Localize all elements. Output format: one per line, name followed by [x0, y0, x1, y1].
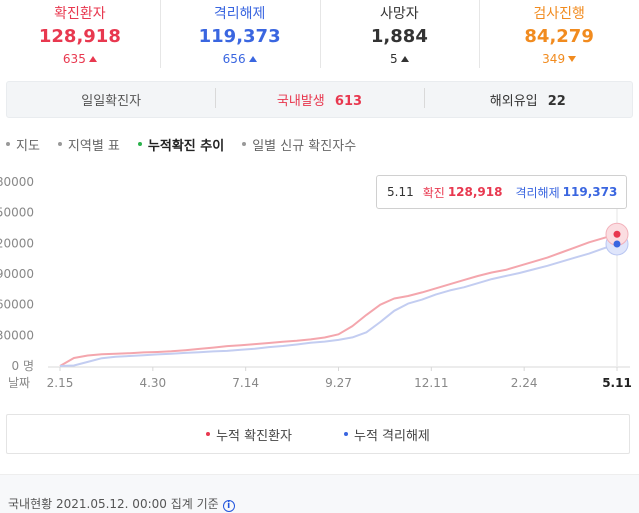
- y-tick-label: 180000: [0, 175, 34, 189]
- domestic-value: 613: [334, 94, 363, 109]
- bullet-icon: [6, 142, 10, 146]
- y-tick-label: 120000: [0, 236, 34, 250]
- y-tick-label: 30000: [0, 328, 34, 342]
- stat-testing-value: 84,279: [524, 26, 594, 47]
- stat-deaths: 사망자 1,884 5: [319, 0, 480, 72]
- stat-confirmed-delta: 635: [0, 50, 160, 68]
- chart-legend: 누적 확진환자 누적 격리해제: [6, 414, 630, 454]
- released-line: [59, 243, 618, 367]
- arrow-up-icon: [400, 56, 409, 62]
- tooltip-confirmed-label: 확진: [422, 185, 445, 200]
- stat-released-label: 격리해제: [213, 6, 266, 22]
- x-tick-label: 4.30: [139, 376, 166, 390]
- stat-released-value: 119,373: [198, 26, 281, 47]
- legend-dot-icon: [206, 432, 211, 436]
- chart-tooltip: 5.11 확진 128,918 격리해제 119,373: [376, 175, 627, 209]
- daily-domestic: 국내발생 613: [215, 88, 423, 109]
- tab-region-table[interactable]: 지역별 표: [57, 134, 120, 154]
- bullet-icon: [242, 142, 247, 146]
- tab-daily-new[interactable]: 일별 신규 확진자수: [242, 134, 356, 154]
- stat-confirmed: 확진환자 128,918 635: [0, 0, 160, 72]
- cumulative-chart[interactable]: 0 명 30000 60000 90000 120000 150000 180000 날짜 2.…: [0, 166, 639, 398]
- legend-dot-icon: [344, 432, 348, 436]
- tooltip-released-value: 119,373: [562, 185, 618, 199]
- x-tick-label: 7.14: [232, 376, 259, 390]
- tooltip-confirmed-value: 128,918: [447, 185, 503, 199]
- daily-title: 일일확진자: [81, 94, 142, 109]
- daily-overseas: 해외유입 22: [423, 88, 632, 109]
- x-tick-label: 12.11: [414, 376, 448, 390]
- tab-map[interactable]: 지도: [6, 134, 40, 154]
- domestic-label: 국내발생: [276, 94, 325, 109]
- legend-confirmed[interactable]: 누적 확진환자: [206, 425, 292, 444]
- daily-confirmed-bar: 일일확진자 국내발생 613 해외유입 22: [6, 81, 633, 118]
- y-tick-label: 150000: [0, 206, 34, 220]
- legend-released[interactable]: 누적 격리해제: [344, 425, 430, 444]
- bullet-icon: [137, 142, 142, 146]
- info-icon[interactable]: i: [222, 500, 235, 512]
- x-tick-label: 5.11: [602, 376, 632, 390]
- y-tick-label: 90000: [0, 267, 34, 281]
- stat-testing-label: 검사진행: [533, 6, 585, 22]
- overseas-label: 해외유입: [489, 94, 538, 109]
- confirmed-line: [59, 233, 618, 367]
- arrow-up-icon: [88, 56, 97, 62]
- arrow-up-icon: [248, 56, 257, 62]
- stat-testing: 검사진행 84,279 349: [479, 0, 639, 72]
- overseas-value: 22: [547, 94, 566, 109]
- stat-confirmed-value: 128,918: [38, 26, 121, 47]
- x-tick-label: 2.24: [511, 376, 538, 390]
- confirmed-point: [613, 230, 621, 238]
- bullet-icon: [57, 142, 62, 146]
- tooltip-released-label: 격리해제: [515, 185, 560, 200]
- footer-status: 국내현황 2021.05.12. 00:00 집계 기준 i: [0, 474, 639, 513]
- stat-deaths-value: 1,884: [370, 26, 428, 47]
- y-tick-label: 0 명: [12, 359, 35, 373]
- stats-bar: 확진환자 128,918 635 격리해제 119,373 656 사망자 1,…: [0, 0, 639, 72]
- released-point: [613, 240, 621, 248]
- stat-released: 격리해제 119,373 656: [159, 0, 320, 72]
- x-tick-label: 9.27: [325, 376, 352, 390]
- x-axis-title: 날짜: [8, 376, 30, 390]
- x-tick-label: 2.15: [47, 376, 74, 390]
- y-tick-label: 60000: [0, 298, 34, 312]
- stat-deaths-label: 사망자: [380, 6, 419, 22]
- tab-cumulative-trend[interactable]: 누적확진 추이: [137, 134, 224, 154]
- stat-testing-delta: 349: [479, 50, 639, 68]
- tooltip-date: 5.11: [387, 185, 414, 199]
- stat-released-delta: 656: [160, 50, 320, 68]
- view-tabs: 지도 지역별 표 누적확진 추이 일별 신규 확진자수: [6, 134, 374, 154]
- stat-deaths-delta: 5: [320, 50, 480, 68]
- footer-text: 국내현황 2021.05.12. 00:00 집계 기준: [8, 497, 219, 511]
- arrow-down-icon: [568, 56, 577, 62]
- stat-confirmed-label: 확진환자: [54, 6, 106, 22]
